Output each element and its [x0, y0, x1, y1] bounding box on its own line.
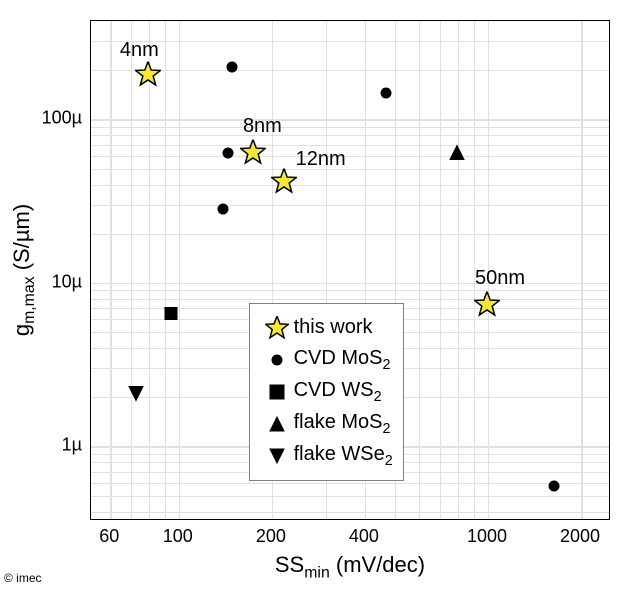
- gridline-minor-h: [91, 41, 609, 42]
- point-label: 50nm: [475, 267, 525, 290]
- gridline-major-h: [91, 283, 609, 285]
- legend-entry: CVD WS2: [260, 376, 393, 408]
- legend-entry: CVD MoS2: [260, 344, 393, 376]
- point-label: 8nm: [243, 115, 282, 138]
- gridline-minor-h: [91, 299, 609, 300]
- x-tick-label: 60: [99, 526, 119, 547]
- gridline-minor-h: [91, 156, 609, 157]
- data-point-star: [135, 61, 161, 92]
- data-point-circle: [222, 146, 234, 164]
- gridline-major-v: [110, 21, 112, 519]
- gridline-minor-h: [91, 512, 609, 513]
- legend-entry: this work: [260, 312, 393, 344]
- y-axis-label: gm,max (S/µm): [9, 204, 39, 336]
- legend-label: CVD WS2: [294, 379, 382, 405]
- x-tick-label: 100: [163, 526, 193, 547]
- chart-container: SSmin (mV/dec) gm,max (S/µm) this work CV…: [0, 0, 626, 589]
- gridline-minor-h: [91, 185, 609, 186]
- legend-label: flake MoS2: [294, 411, 391, 437]
- data-point-circle: [548, 479, 560, 497]
- legend-marker-square-icon: [260, 384, 294, 400]
- gridline-minor-v: [440, 21, 441, 519]
- gridline-major-v: [581, 21, 583, 519]
- legend-label: flake WSe2: [294, 443, 393, 469]
- gridline-minor-v: [458, 21, 459, 519]
- data-point-circle: [217, 202, 229, 220]
- data-point-circle: [226, 60, 238, 78]
- data-point-star: [240, 139, 266, 170]
- legend-label: this work: [294, 316, 373, 339]
- gridline-minor-h: [91, 234, 609, 235]
- gridline-minor-h: [91, 70, 609, 71]
- gridline-minor-h: [91, 127, 609, 128]
- gridline-minor-v: [149, 21, 150, 519]
- gridline-minor-h: [91, 145, 609, 146]
- x-axis-label: SSmin (mV/dec): [275, 552, 425, 582]
- gridline-major-v: [179, 21, 181, 519]
- gridline-minor-h: [91, 496, 609, 497]
- data-point-triangle-down: [128, 386, 144, 407]
- legend-marker-star-icon: [260, 316, 294, 340]
- legend-marker-triangle-up-icon: [260, 416, 294, 432]
- legend-marker-circle-icon: [260, 354, 294, 366]
- gridline-minor-v: [165, 21, 166, 519]
- x-tick-label: 200: [256, 526, 286, 547]
- gridline-major-h: [91, 119, 609, 121]
- chart-legend: this work CVD MoS2 CVD WS2 flake MoS2 flake …: [249, 303, 404, 481]
- copyright-text: © imec: [4, 571, 42, 585]
- y-tick-label: 10µ: [52, 271, 82, 292]
- gridline-minor-h: [91, 169, 609, 170]
- gridline-minor-h: [91, 290, 609, 291]
- point-label: 4nm: [120, 39, 159, 62]
- gridline-minor-h: [91, 483, 609, 484]
- data-point-star: [271, 168, 297, 199]
- data-point-square: [164, 306, 178, 325]
- x-tick-label: 2000: [560, 526, 600, 547]
- y-tick-label: 1µ: [62, 435, 82, 456]
- point-label: 12nm: [296, 148, 346, 171]
- gridline-minor-v: [131, 21, 132, 519]
- legend-label: CVD MoS2: [294, 347, 391, 373]
- y-tick-label: 100µ: [42, 108, 82, 129]
- x-tick-label: 1000: [467, 526, 507, 547]
- gridline-minor-v: [419, 21, 420, 519]
- legend-entry: flake WSe2: [260, 440, 393, 472]
- legend-entry: flake MoS2: [260, 408, 393, 440]
- data-point-circle: [380, 86, 392, 104]
- data-point-star: [474, 292, 500, 323]
- legend-marker-triangle-down-icon: [260, 448, 294, 464]
- data-point-triangle-up: [449, 144, 465, 165]
- gridline-minor-h: [91, 135, 609, 136]
- gridline-minor-h: [91, 205, 609, 206]
- x-tick-label: 400: [349, 526, 379, 547]
